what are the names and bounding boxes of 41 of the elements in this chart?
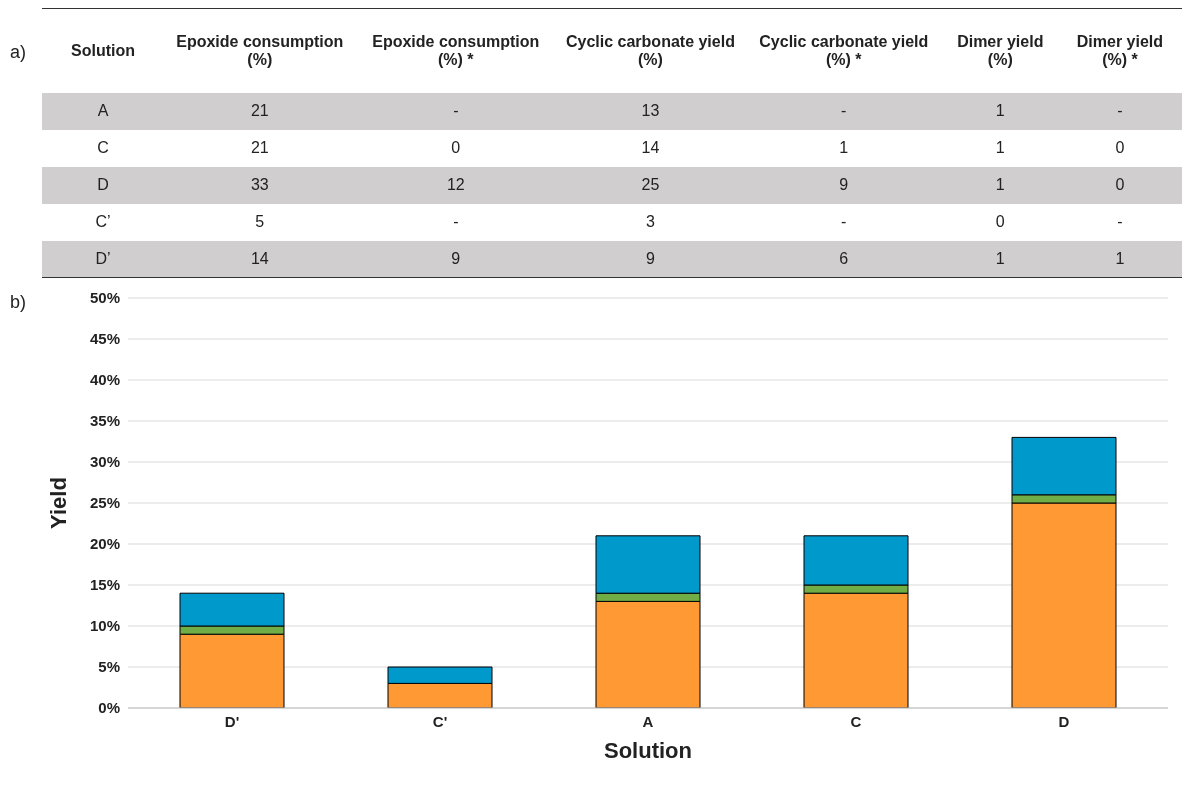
text: 3 <box>646 213 655 230</box>
category-label: Cyclic carbonate yield (%) <box>564 31 736 70</box>
x-tick-label: D <box>1058 712 1070 730</box>
category-label: Epoxide consumption (%) * <box>371 31 541 70</box>
text: C <box>97 139 109 156</box>
category-label: Dimer yield (%) * <box>1075 31 1165 70</box>
x-axis-title: Solution <box>604 738 692 763</box>
text: 0 <box>451 139 461 156</box>
text: 14 <box>641 139 660 156</box>
text: - <box>1117 213 1123 230</box>
x-tick-label: C <box>850 712 862 730</box>
y-axis-title: Yield <box>45 477 71 529</box>
category-label: Dimer yield (%) <box>956 31 1045 70</box>
category-label: Epoxide consumption (%) <box>175 31 345 70</box>
y-tick-label: 50% <box>89 289 120 307</box>
x-tick-label: D' <box>224 712 240 730</box>
text: b) <box>10 292 27 313</box>
text: C’ <box>95 213 111 230</box>
category-label: Cyclic carbonate yield (%) * <box>758 31 930 70</box>
x-tick-label: A <box>642 712 654 730</box>
y-tick-label: 40% <box>89 371 120 389</box>
y-tick-label: 0% <box>98 699 120 717</box>
y-tick-label: 5% <box>98 658 120 676</box>
y-tick-label: 45% <box>89 330 120 348</box>
y-tick-label: 20% <box>89 535 120 553</box>
y-tick-label: 30% <box>89 453 120 471</box>
category-label: Solution <box>70 40 136 61</box>
text: 21 <box>250 139 269 156</box>
text: 0 <box>1115 139 1125 156</box>
y-tick-label: 10% <box>89 617 120 635</box>
text: 5 <box>255 213 265 230</box>
x-tick-label: C' <box>432 712 448 730</box>
text: 0 <box>995 213 1005 230</box>
y-tick-label: 25% <box>89 494 120 512</box>
y-tick-label: 15% <box>89 576 120 594</box>
text: 1 <box>995 139 1005 156</box>
text: 1 <box>839 139 849 156</box>
text: - <box>841 213 847 230</box>
y-tick-label: 35% <box>89 412 120 430</box>
text: - <box>453 213 459 230</box>
text: a) <box>10 42 27 63</box>
